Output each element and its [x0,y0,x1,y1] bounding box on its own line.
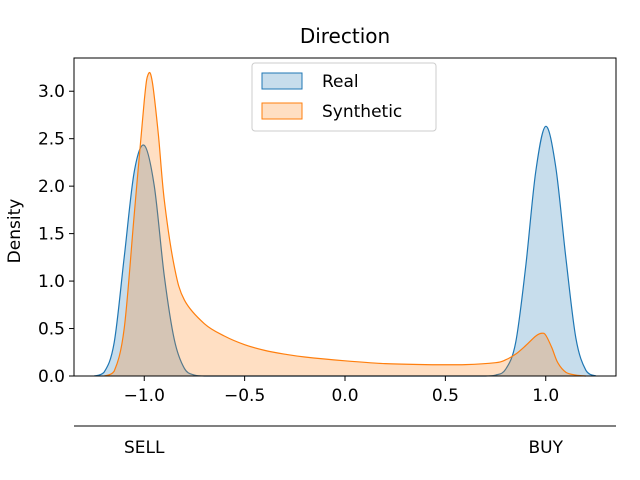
series-synthetic-line [103,71,586,377]
x-axis: −1.0 −0.5 0.0 0.5 1.0 [124,376,559,406]
x-tick-label: 0.0 [331,386,358,406]
y-tick-label: 1.5 [38,225,65,245]
x-tick-label: −1.0 [124,386,165,406]
y-tick-label: 2.0 [38,177,65,197]
x-tick-label: 0.5 [432,386,459,406]
chart-title: Direction [300,24,390,48]
y-axis: 0.0 0.5 1.0 1.5 2.0 2.5 3.0 [38,82,74,387]
y-tick-label: 3.0 [38,82,65,102]
category-axis: SELL BUY [74,425,616,458]
y-tick-label: 2.5 [38,130,65,150]
y-axis-title: Density [5,199,25,264]
legend-swatch-real [261,72,303,90]
y-tick-label: 0.0 [38,367,65,387]
y-tick-label: 1.0 [38,272,65,292]
series-real-area [94,126,596,376]
x-tick-label: 1.0 [532,386,559,406]
x-tick-label: −0.5 [224,386,265,406]
y-tick-label: 0.5 [38,320,65,340]
series-synthetic-area [104,72,586,376]
plot-area [93,71,597,377]
category-label-sell: SELL [124,438,165,458]
legend-label-real: Real [322,72,359,92]
category-label-buy: BUY [528,438,563,458]
legend-label-synthetic: Synthetic [322,102,402,122]
legend[interactable]: Real Synthetic [251,62,437,132]
legend-box [251,62,437,132]
legend-swatch-synthetic [261,102,303,120]
